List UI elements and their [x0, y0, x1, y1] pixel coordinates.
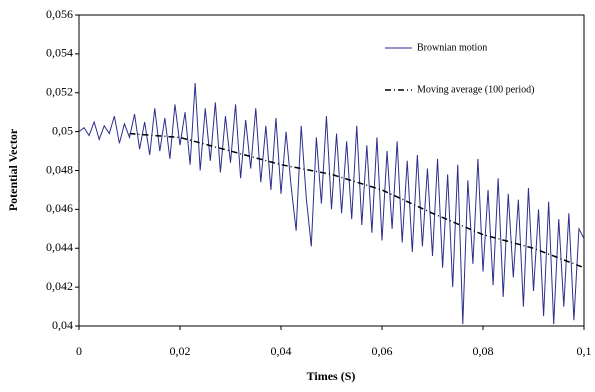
y-tick-label: 0,05: [52, 123, 73, 137]
x-axis-label: Times (S): [307, 369, 356, 383]
y-tick-label: 0,04: [52, 318, 73, 332]
x-tick-label: 0,06: [372, 344, 393, 358]
legend-label: Moving average (100 period): [417, 84, 534, 95]
y-tick-label: 0,048: [46, 162, 73, 176]
y-tick-label: 0,042: [46, 279, 73, 293]
y-tick-label: 0,052: [46, 85, 73, 99]
x-tick-label: 0: [76, 344, 82, 358]
x-tick-label: 0,04: [271, 344, 292, 358]
y-tick-label: 0,054: [46, 46, 73, 60]
series-line: [78, 82, 585, 325]
y-tick-label: 0,044: [46, 240, 73, 254]
series-line: [129, 132, 585, 269]
y-axis-label: Potential Vector: [6, 128, 20, 211]
y-tick-label: 0,046: [46, 201, 73, 215]
legend-label: Brownian motion: [417, 42, 487, 53]
x-tick-label: 0,02: [170, 344, 191, 358]
x-tick-label: 0,1: [577, 344, 592, 358]
y-tick-label: 0,056: [46, 7, 73, 21]
x-tick-label: 0,08: [473, 344, 494, 358]
plot-frame: [78, 14, 585, 327]
